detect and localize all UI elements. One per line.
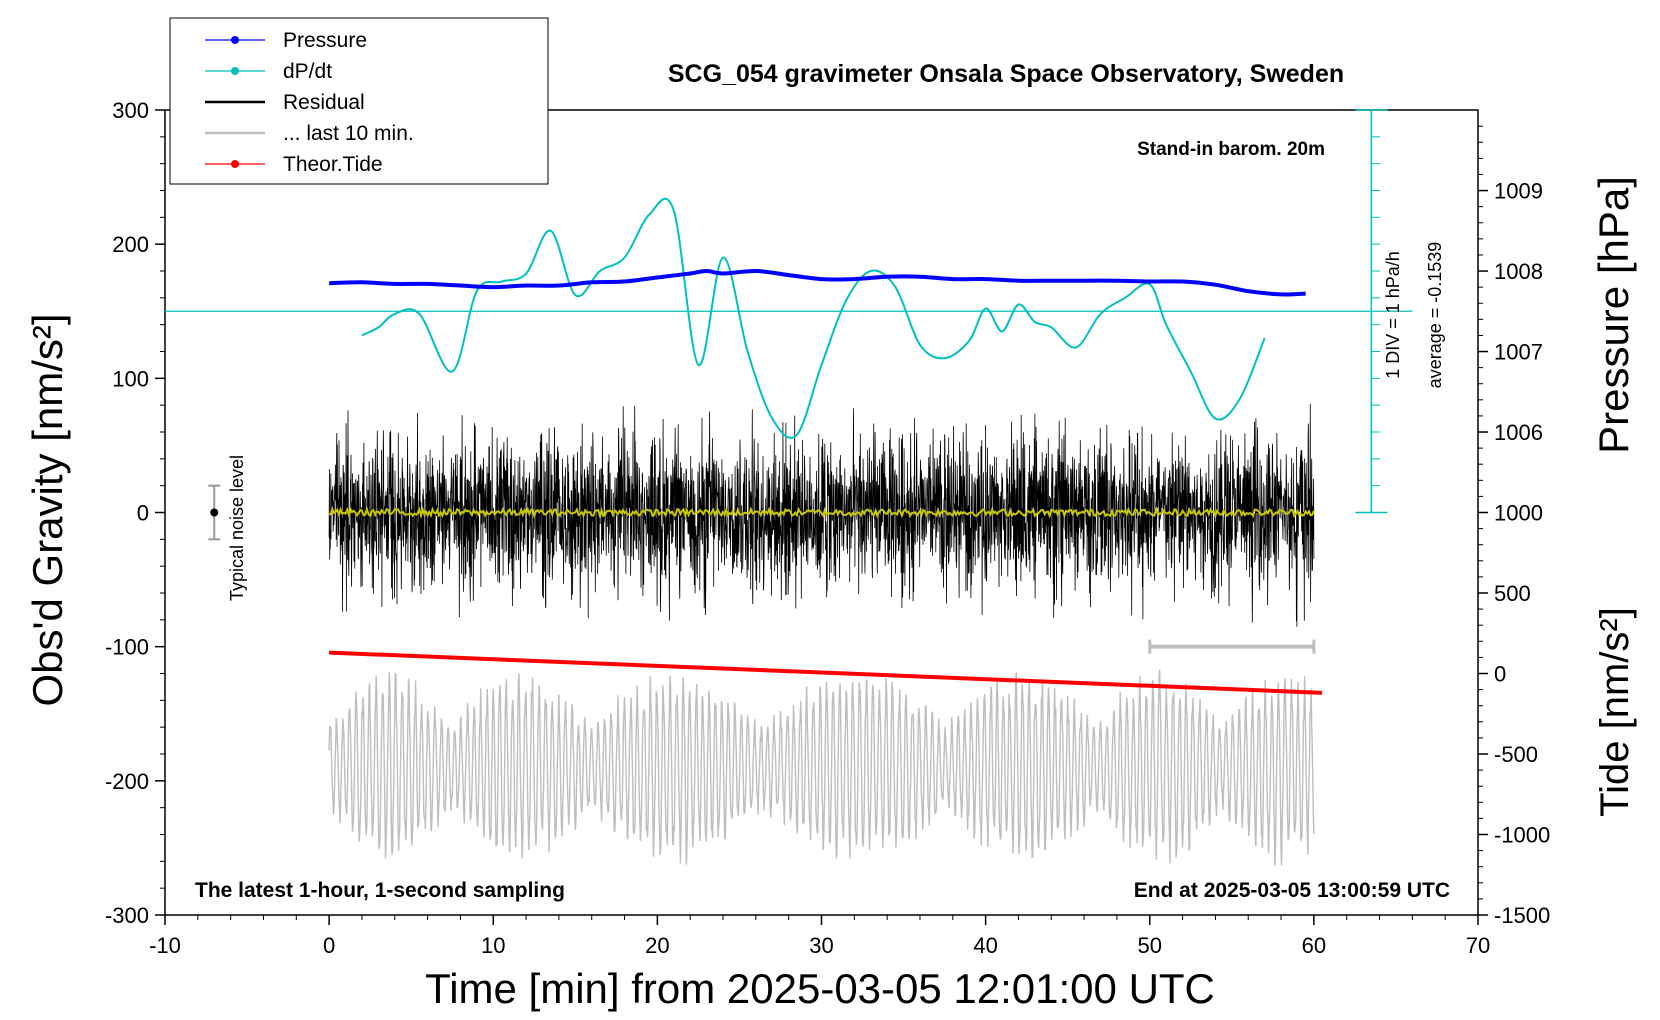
y-axis-label-pressure: Pressure [hPa] bbox=[1590, 176, 1637, 454]
tide-tick-label: -500 bbox=[1494, 742, 1538, 767]
average-label: average = -0.1539 bbox=[1425, 242, 1445, 389]
y-tick-label: 300 bbox=[112, 98, 149, 123]
pressure-tick-label: 1007 bbox=[1494, 340, 1543, 365]
end-time-note: End at 2025-03-05 13:00:59 UTC bbox=[1134, 879, 1450, 902]
x-tick-label: 0 bbox=[323, 933, 335, 958]
x-tick-label: 60 bbox=[1302, 933, 1326, 958]
legend-marker bbox=[231, 160, 239, 168]
pressure-tick-label: 1006 bbox=[1494, 420, 1543, 445]
chart-title: SCG_054 gravimeter Onsala Space Observat… bbox=[668, 60, 1344, 88]
tide-tick-label: -1500 bbox=[1494, 903, 1550, 928]
tide-tick-label: -1000 bbox=[1494, 823, 1550, 848]
x-tick-label: 30 bbox=[809, 933, 833, 958]
legend-marker bbox=[231, 67, 239, 75]
theor-tide-line bbox=[329, 650, 1323, 695]
legend-marker bbox=[231, 36, 239, 44]
sampling-note: The latest 1-hour, 1-second sampling bbox=[195, 879, 565, 902]
x-tick-label: 70 bbox=[1466, 933, 1490, 958]
tide-tick-label: 1000 bbox=[1494, 501, 1543, 526]
x-tick-label: -10 bbox=[149, 933, 181, 958]
y-tick-label: 200 bbox=[112, 232, 149, 257]
legend: Pressure dP/dt Residual ... last 10 min. The… bbox=[169, 17, 549, 185]
legend-label: Residual bbox=[283, 91, 365, 114]
residual-smoothed-trace bbox=[328, 505, 1315, 520]
legend-entries: Pressure dP/dt Residual ... last 10 min. The… bbox=[205, 29, 414, 176]
legend-label: Theor.Tide bbox=[283, 153, 383, 176]
pressure-tick-label: 1009 bbox=[1494, 179, 1543, 204]
div-label: 1 DIV = 1 hPa/h bbox=[1383, 251, 1403, 379]
legend-label: ... last 10 min. bbox=[283, 122, 414, 145]
legend-label: dP/dt bbox=[283, 60, 332, 83]
legend-label: Pressure bbox=[283, 29, 367, 52]
y-tick-label: 100 bbox=[112, 366, 149, 391]
noise-level-dot bbox=[210, 508, 219, 517]
y-tick-label: -100 bbox=[105, 635, 149, 660]
x-axis-label: Time [min] from 2025-03-05 12:01:00 UTC bbox=[425, 965, 1215, 1012]
x-tick-label: 10 bbox=[481, 933, 505, 958]
tide-tick-label: 0 bbox=[1494, 662, 1506, 687]
y-tick-label: -300 bbox=[105, 903, 149, 928]
y-tick-label: 0 bbox=[137, 501, 149, 526]
dpdt-curve bbox=[361, 197, 1266, 439]
tide-tick-label: 500 bbox=[1494, 581, 1531, 606]
x-tick-label: 20 bbox=[645, 933, 669, 958]
last-10-min-trace bbox=[328, 669, 1315, 866]
x-tick-label: 50 bbox=[1138, 933, 1162, 958]
axes: -10 0 10 20 30 40 50 60 70-300-200-1000100200300… bbox=[105, 98, 1550, 958]
stand-in-note: Stand-in barom. 20m bbox=[1137, 139, 1325, 160]
y-axis-label-tide: Tide [nm/s²] bbox=[1593, 607, 1637, 817]
y-tick-label: -200 bbox=[105, 769, 149, 794]
series-layer bbox=[165, 197, 1413, 866]
pressure-tick-label: 1008 bbox=[1494, 259, 1543, 284]
pressure-curve bbox=[329, 268, 1306, 297]
y-axis-label-gravity: Obs'd Gravity [nm/s²] bbox=[24, 313, 71, 706]
residual-trace bbox=[328, 403, 1315, 627]
x-tick-label: 40 bbox=[973, 933, 997, 958]
noise-level-label: Typical noise level bbox=[227, 455, 247, 601]
